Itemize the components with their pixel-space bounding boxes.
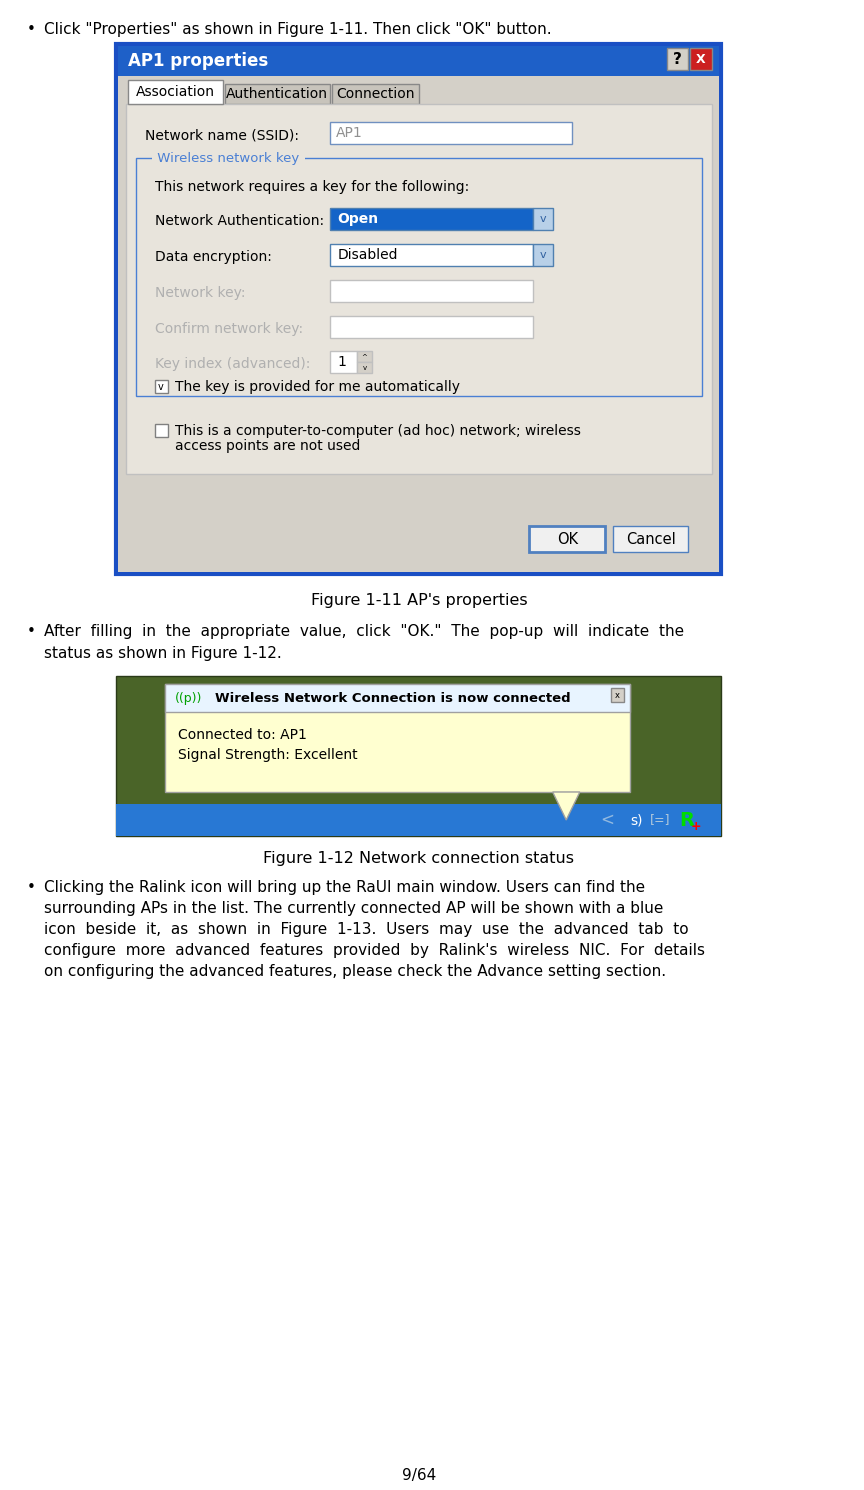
- Bar: [126, 104, 712, 474]
- Bar: [156, 380, 168, 393]
- Text: Signal Strength: Excellent: Signal Strength: Excellent: [178, 748, 358, 761]
- Bar: [117, 805, 721, 836]
- Text: Wireless Network Connection is now connected: Wireless Network Connection is now conne…: [215, 691, 571, 705]
- Bar: [533, 209, 553, 229]
- Text: on configuring the advanced features, please check the Advance setting section.: on configuring the advanced features, pl…: [43, 964, 666, 979]
- Bar: [136, 158, 702, 396]
- Text: Confirm network key:: Confirm network key:: [156, 322, 303, 337]
- Text: status as shown in Figure 1-12.: status as shown in Figure 1-12.: [43, 647, 282, 662]
- Text: surrounding APs in the list. The currently connected AP will be shown with a blu: surrounding APs in the list. The current…: [43, 901, 663, 916]
- Text: This network requires a key for the following:: This network requires a key for the foll…: [156, 180, 469, 194]
- Polygon shape: [553, 793, 580, 820]
- Bar: [530, 526, 605, 551]
- Bar: [165, 684, 630, 793]
- Bar: [330, 122, 572, 145]
- Text: 9/64: 9/64: [402, 1468, 436, 1483]
- Text: [=]: [=]: [650, 814, 670, 827]
- Bar: [332, 83, 419, 104]
- Text: Network name (SSID):: Network name (SSID):: [145, 128, 300, 142]
- Bar: [156, 425, 168, 437]
- Text: AP1: AP1: [335, 127, 362, 140]
- Text: AP1 properties: AP1 properties: [128, 52, 268, 70]
- Text: access points are not used: access points are not used: [175, 440, 360, 453]
- Text: v: v: [540, 215, 546, 223]
- Bar: [128, 80, 223, 104]
- Bar: [330, 316, 533, 338]
- Text: •: •: [27, 881, 36, 895]
- Text: Connection: Connection: [336, 86, 415, 101]
- Bar: [118, 46, 720, 76]
- Bar: [330, 209, 533, 229]
- Text: ^: ^: [362, 353, 367, 359]
- Bar: [165, 684, 630, 712]
- Text: ((p)): ((p)): [175, 691, 202, 705]
- Text: Key index (advanced):: Key index (advanced):: [156, 358, 310, 371]
- Text: v: v: [540, 250, 546, 259]
- Text: Clicking the Ralink icon will bring up the RaUI main window. Users can find the: Clicking the Ralink icon will bring up t…: [43, 881, 645, 895]
- Text: Open: Open: [338, 212, 378, 226]
- Text: Association: Association: [136, 85, 215, 98]
- Text: ?: ?: [673, 52, 683, 67]
- Text: <: <: [600, 811, 614, 828]
- Text: Network key:: Network key:: [156, 286, 245, 299]
- Text: x: x: [615, 690, 620, 699]
- Text: Click "Properties" as shown in Figure 1-11. Then click "OK" button.: Click "Properties" as shown in Figure 1-…: [43, 22, 551, 37]
- Bar: [667, 48, 689, 70]
- Bar: [330, 280, 533, 302]
- Text: This is a computer-to-computer (ad hoc) network; wireless: This is a computer-to-computer (ad hoc) …: [175, 423, 581, 438]
- Text: Cancel: Cancel: [626, 532, 676, 547]
- Text: Connected to: AP1: Connected to: AP1: [178, 729, 308, 742]
- Text: •: •: [27, 22, 36, 37]
- Bar: [117, 676, 721, 836]
- Bar: [330, 352, 357, 372]
- Text: Data encryption:: Data encryption:: [156, 250, 272, 264]
- Bar: [118, 76, 720, 572]
- Bar: [225, 83, 330, 104]
- Bar: [611, 688, 625, 702]
- Text: R: R: [679, 811, 694, 830]
- Text: 1: 1: [338, 355, 346, 370]
- Bar: [117, 45, 721, 574]
- Bar: [357, 352, 372, 362]
- Text: v: v: [363, 365, 366, 371]
- Text: v: v: [158, 381, 164, 392]
- Text: Network Authentication:: Network Authentication:: [156, 215, 324, 228]
- Text: The key is provided for me automatically: The key is provided for me automatically: [175, 380, 460, 393]
- Text: X: X: [696, 52, 706, 66]
- Bar: [690, 48, 712, 70]
- Text: icon  beside  it,  as  shown  in  Figure  1-13.  Users  may  use  the  advanced : icon beside it, as shown in Figure 1-13.…: [43, 922, 689, 937]
- Text: Authentication: Authentication: [226, 86, 328, 101]
- Bar: [613, 526, 689, 551]
- Text: +: +: [691, 820, 702, 833]
- Bar: [330, 244, 533, 267]
- Text: configure  more  advanced  features  provided  by  Ralink's  wireless  NIC.  For: configure more advanced features provide…: [43, 943, 705, 958]
- Text: Wireless network key: Wireless network key: [153, 152, 303, 164]
- Text: Figure 1-12 Network connection status: Figure 1-12 Network connection status: [264, 851, 575, 866]
- Text: s): s): [630, 814, 642, 827]
- Text: After  filling  in  the  appropriate  value,  click  "OK."  The  pop-up  will  i: After filling in the appropriate value, …: [43, 624, 683, 639]
- Bar: [533, 244, 553, 267]
- Text: •: •: [27, 624, 36, 639]
- Text: Disabled: Disabled: [338, 247, 398, 262]
- Bar: [357, 362, 372, 372]
- Text: Figure 1-11 AP's properties: Figure 1-11 AP's properties: [310, 593, 527, 608]
- Text: OK: OK: [556, 532, 578, 547]
